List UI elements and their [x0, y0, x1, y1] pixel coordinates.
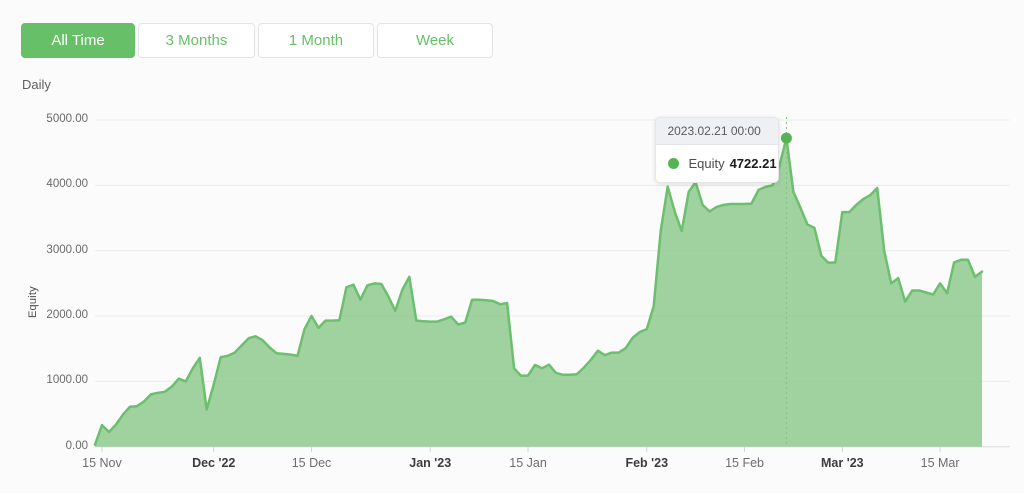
- tooltip-series-value: 4722.21: [729, 156, 777, 171]
- x-axis-label: Mar '23: [821, 456, 864, 470]
- series-dot-icon: [668, 158, 680, 169]
- period-filter-group: All Time 3 Months 1 Month Week: [21, 23, 493, 58]
- x-axis-label: 15 Jan: [509, 456, 547, 470]
- x-axis-label: 15 Feb: [725, 456, 764, 470]
- y-axis-label: 5000.00: [46, 113, 88, 125]
- y-axis-label: 0.00: [65, 439, 88, 452]
- equity-area: [95, 138, 982, 447]
- tooltip-series-name: Equity: [688, 156, 725, 171]
- y-axis-label: 4000.00: [46, 178, 88, 191]
- tooltip-date: 2023.02.21 00:00: [656, 118, 779, 145]
- y-axis-label: 1000.00: [46, 374, 88, 387]
- filter-button-all-time[interactable]: All Time: [21, 23, 135, 58]
- filter-button-3-months[interactable]: 3 Months: [138, 23, 255, 58]
- y-axis-label: 3000.00: [46, 243, 88, 256]
- x-axis-label: Dec '22: [192, 456, 236, 470]
- x-axis-label: Feb '23: [625, 456, 669, 470]
- x-axis-label: 15 Mar: [920, 456, 960, 470]
- granularity-label: Daily: [22, 77, 51, 92]
- filter-button-1-month[interactable]: 1 Month: [258, 23, 374, 58]
- x-axis-label: 15 Nov: [82, 456, 122, 470]
- chart-tooltip: 2023.02.21 00:00 Equity 4722.21: [655, 117, 780, 183]
- equity-line: [93, 136, 984, 446]
- x-axis-label: 15 Dec: [291, 456, 332, 470]
- y-axis-label: 2000.00: [46, 309, 88, 322]
- highlight-marker: [780, 132, 792, 144]
- x-axis-ticks: [101, 446, 941, 453]
- filter-button-week[interactable]: Week: [377, 23, 493, 58]
- tooltip-body: Equity 4722.21: [656, 145, 778, 182]
- x-axis-label: Jan '23: [409, 456, 452, 470]
